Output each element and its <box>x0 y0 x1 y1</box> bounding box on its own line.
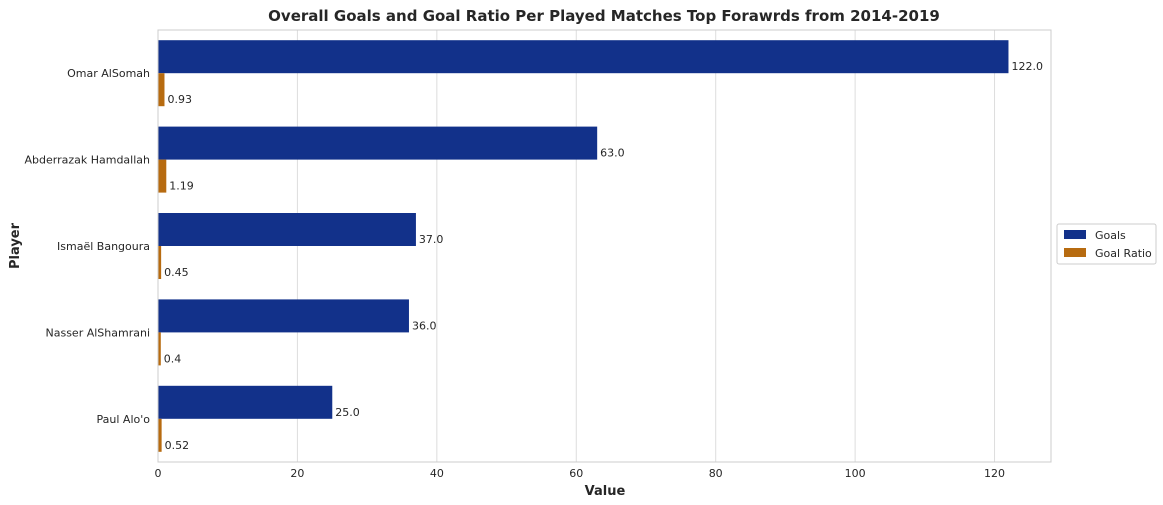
bar-goals <box>158 126 598 160</box>
bar-goals <box>158 213 416 246</box>
bar-goals <box>158 40 1009 74</box>
data-label-goals: 25.0 <box>335 406 360 419</box>
data-label-goals: 122.0 <box>1011 60 1043 73</box>
x-tick-label: 0 <box>155 467 162 480</box>
x-tick-label: 100 <box>845 467 866 480</box>
bar-goals <box>158 299 409 333</box>
y-axis-title: Player <box>8 222 23 269</box>
data-label-goal-ratio: 0.4 <box>164 352 182 365</box>
plot-area-frame <box>157 29 1052 463</box>
bar-goal-ratio <box>158 332 161 366</box>
bar-goal-ratio <box>158 246 162 279</box>
data-label-goal-ratio: 0.52 <box>165 439 190 452</box>
data-label-goal-ratio: 0.45 <box>164 266 189 279</box>
legend-label-goal-ratio: Goal Ratio <box>1095 247 1152 260</box>
bar-goal-ratio <box>158 418 162 452</box>
x-axis-title: Value <box>585 484 626 499</box>
data-label-goal-ratio: 0.93 <box>167 93 192 106</box>
bar-goal-ratio <box>158 159 167 193</box>
y-tick-label: Ismaël Bangoura <box>57 240 150 253</box>
data-label-goals: 63.0 <box>600 147 625 160</box>
legend-label-goals: Goals <box>1095 229 1126 242</box>
legend-swatch-goal-ratio <box>1064 248 1086 257</box>
x-tick-label: 40 <box>430 467 444 480</box>
x-tick-label: 120 <box>984 467 1005 480</box>
x-axis-ticks: 0 20 40 60 80 100 120 <box>155 467 1006 480</box>
data-label-goals: 37.0 <box>419 233 444 246</box>
legend-swatch-goals <box>1064 230 1086 239</box>
legend: Goals Goal Ratio <box>1056 223 1157 265</box>
x-tick-label: 80 <box>709 467 723 480</box>
data-label-goals: 36.0 <box>412 319 437 332</box>
chart-title: Overall Goals and Goal Ratio Per Played … <box>268 7 940 25</box>
grid-lines <box>157 30 996 462</box>
bar-goals <box>158 385 333 419</box>
x-tick-label: 60 <box>569 467 583 480</box>
y-tick-label: Omar AlSomah <box>67 67 150 80</box>
bars <box>158 40 1009 452</box>
y-tick-label: Paul Alo'o <box>97 413 151 426</box>
y-tick-label: Abderrazak Hamdallah <box>24 154 150 167</box>
x-tick-label: 20 <box>290 467 304 480</box>
y-axis-ticks: Omar AlSomah Abderrazak Hamdallah Ismaël B… <box>24 67 150 426</box>
y-tick-label: Nasser AlShamrani <box>46 326 151 339</box>
data-labels: 122.0 0.93 63.0 1.19 37.0 0.45 36.0 0.4 25.0 0.52 <box>164 60 1043 452</box>
data-label-goal-ratio: 1.19 <box>169 180 194 193</box>
bar-goal-ratio <box>158 73 165 107</box>
